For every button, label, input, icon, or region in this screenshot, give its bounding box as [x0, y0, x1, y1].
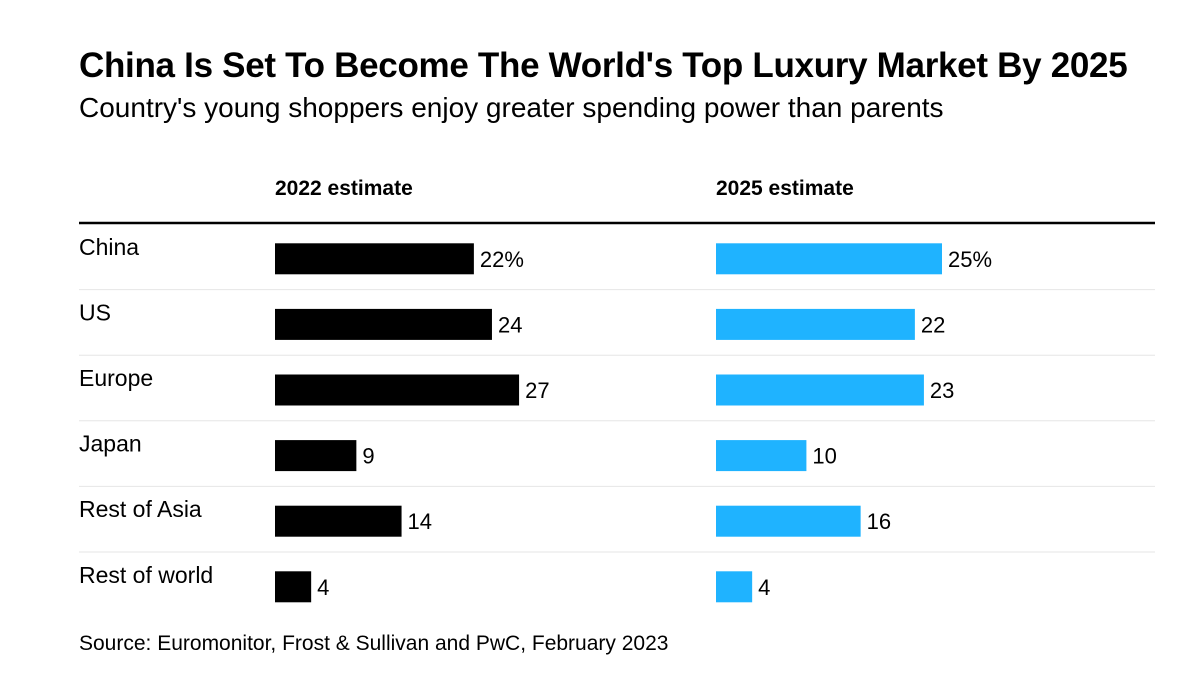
- data-label-2025-china: 25%: [948, 247, 992, 272]
- bar-2022-us: [275, 308, 492, 340]
- bar-2025-rest-of-asia: [716, 505, 861, 537]
- bar-2025-japan: [716, 440, 807, 472]
- bar-2022-europe: [275, 374, 520, 406]
- category-label-japan: Japan: [79, 431, 142, 457]
- bar-2025-rest-of-world: [716, 571, 753, 603]
- source-note: Source: Euromonitor, Frost & Sullivan an…: [79, 632, 669, 655]
- series-header-2025: 2025 estimate: [716, 177, 854, 200]
- series-header-2022: 2022 estimate: [275, 177, 413, 200]
- bar-2025-us: [716, 308, 915, 340]
- data-label-2025-europe: 23: [930, 378, 954, 403]
- bar-2025-europe: [716, 374, 924, 406]
- data-label-2022-europe: 27: [525, 378, 549, 403]
- category-label-rest-of-asia: Rest of Asia: [79, 496, 202, 522]
- data-label-2022-japan: 9: [362, 444, 374, 469]
- bar-2022-japan: [275, 440, 357, 472]
- data-label-2022-rest-of-world: 4: [317, 575, 329, 600]
- chart-title: China Is Set To Become The World's Top L…: [79, 46, 1128, 85]
- data-label-2022-us: 24: [498, 312, 522, 337]
- bar-2022-rest-of-asia: [275, 505, 402, 537]
- data-label-2025-us: 22: [921, 312, 945, 337]
- data-label-2022-rest-of-asia: 14: [408, 509, 432, 534]
- data-label-2022-china: 22%: [480, 247, 524, 272]
- chart-subtitle: Country's young shoppers enjoy greater s…: [79, 92, 944, 123]
- category-label-europe: Europe: [79, 365, 153, 391]
- bar-2022-rest-of-world: [275, 571, 312, 603]
- category-label-china: China: [79, 234, 139, 260]
- data-label-2025-rest-of-world: 4: [758, 575, 770, 600]
- category-label-rest-of-world: Rest of world: [79, 562, 213, 588]
- data-label-2025-japan: 10: [812, 444, 836, 469]
- bar-2022-china: [275, 243, 474, 275]
- data-label-2025-rest-of-asia: 16: [867, 509, 891, 534]
- category-label-us: US: [79, 299, 111, 325]
- bar-2025-china: [716, 243, 942, 275]
